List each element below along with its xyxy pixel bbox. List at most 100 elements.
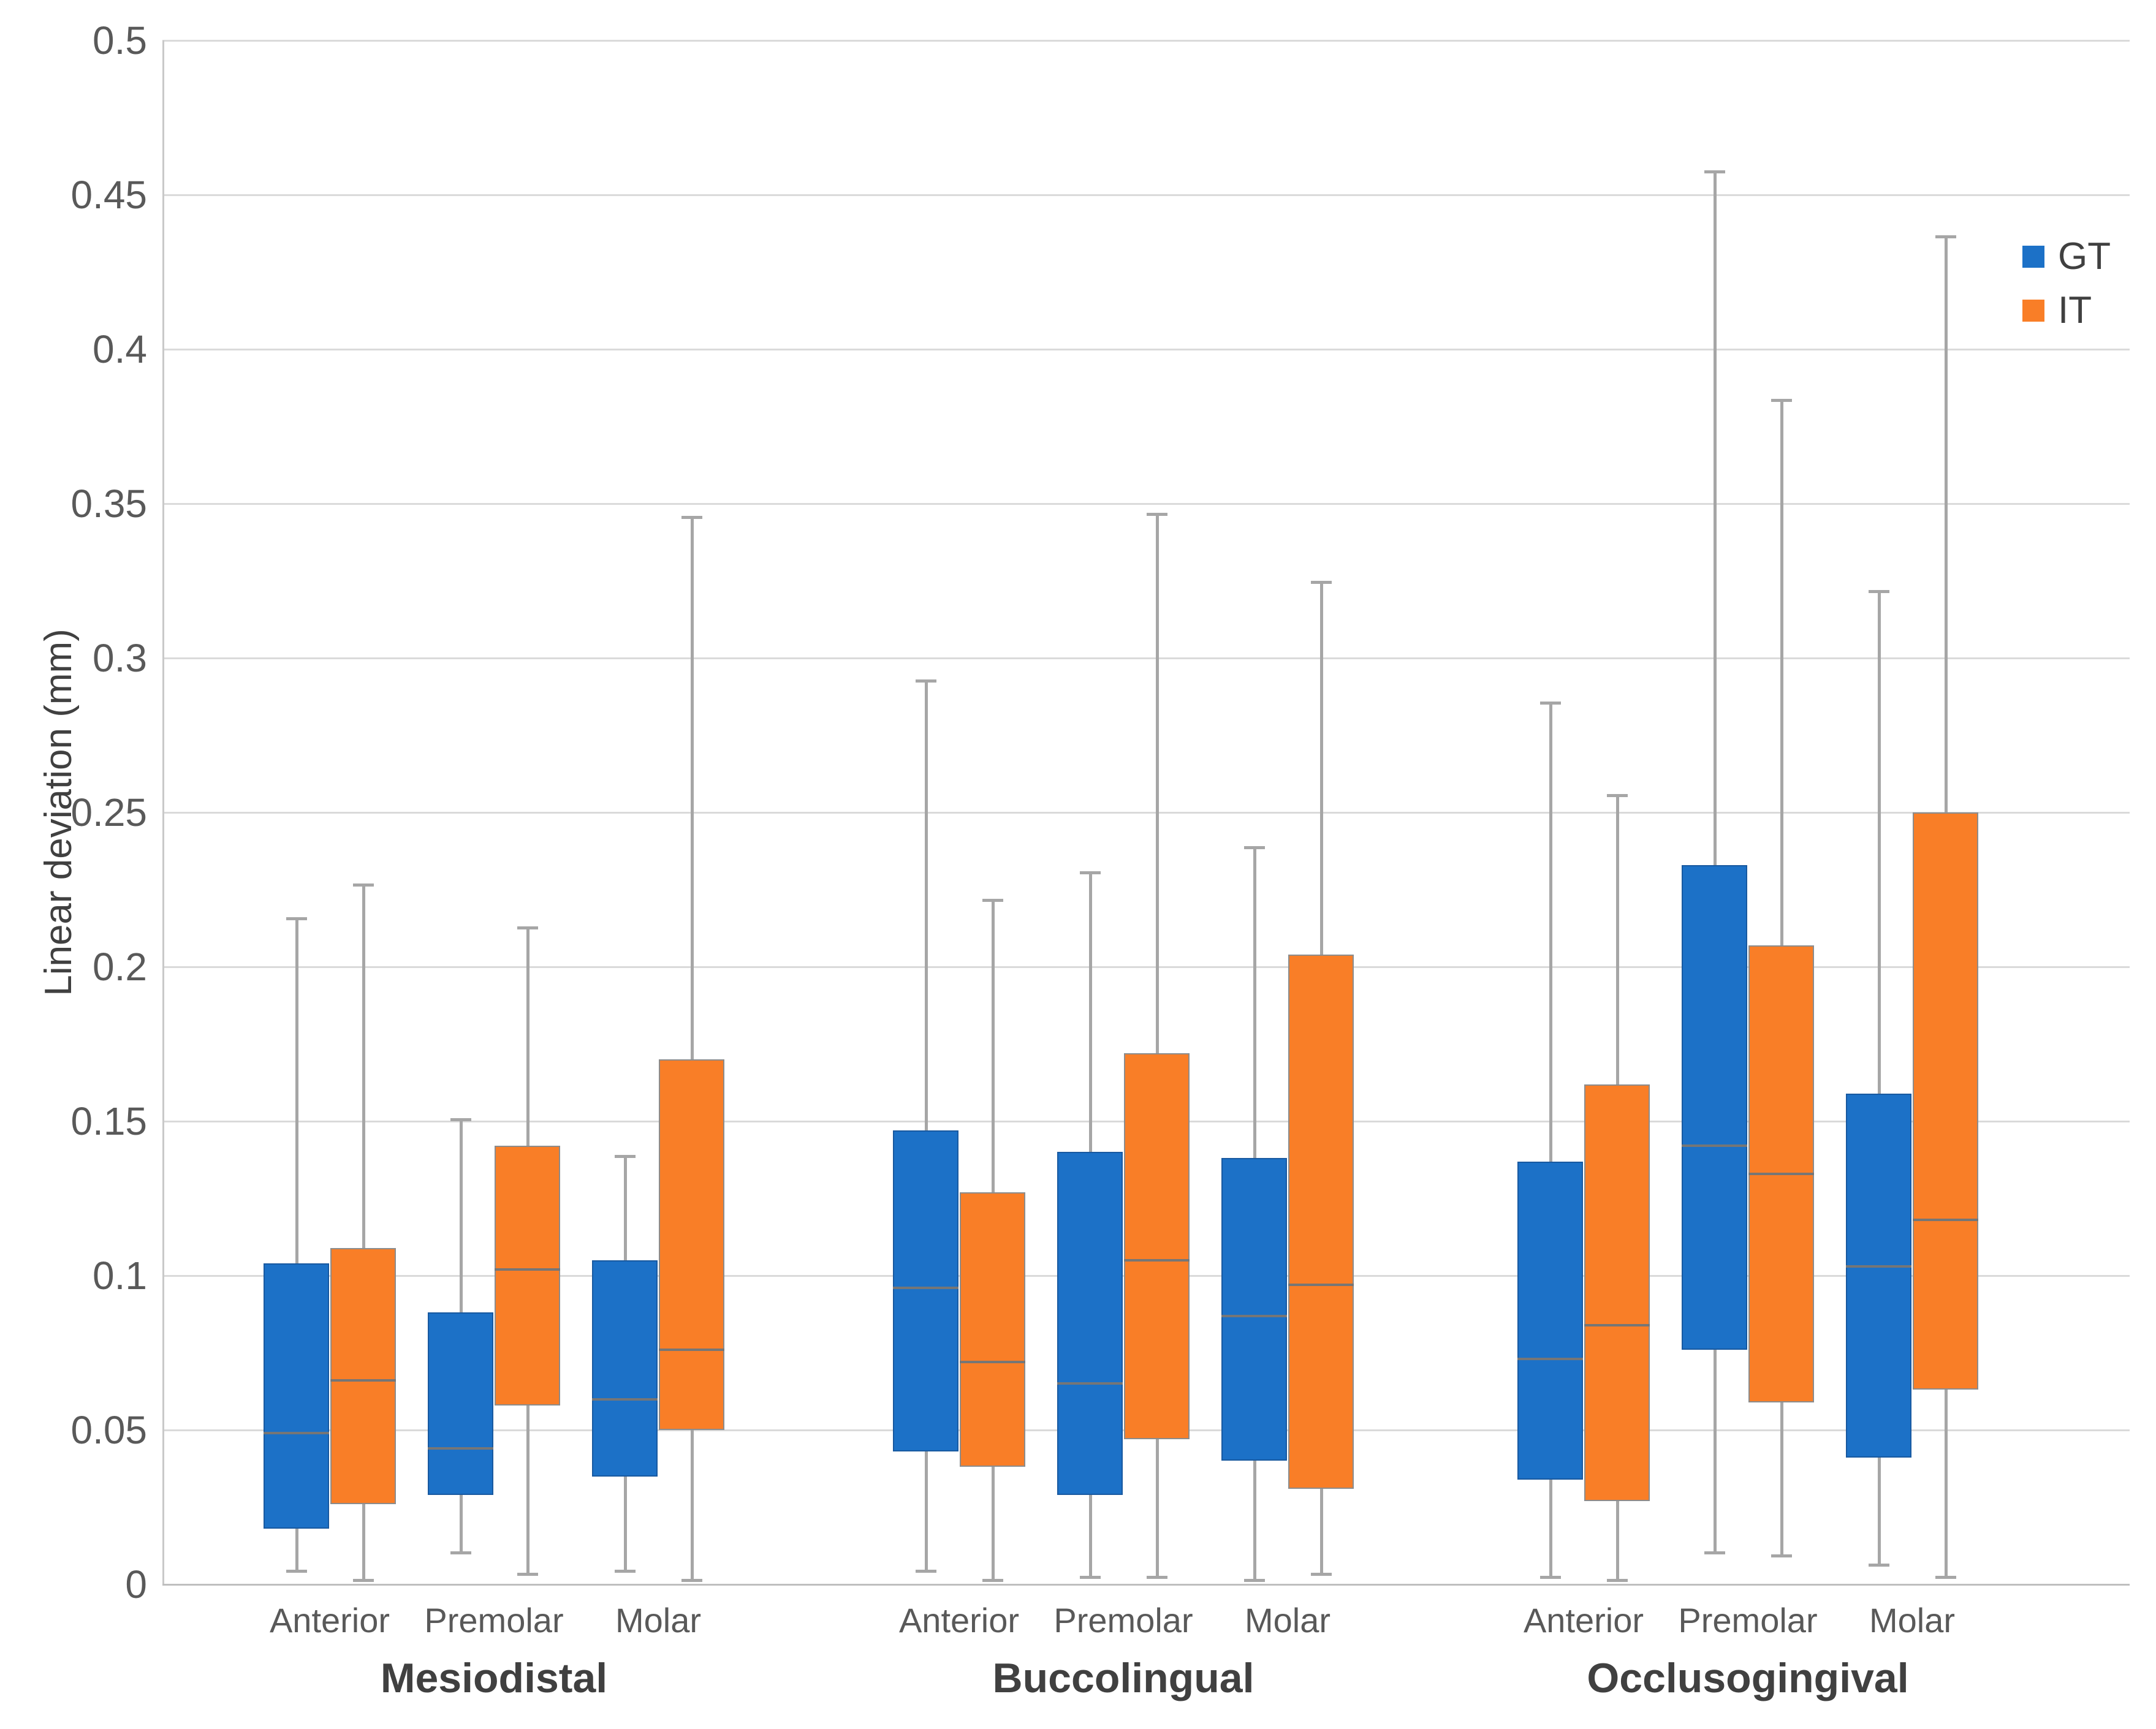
whisker-gt-buccolingual-anterior <box>924 679 928 1572</box>
box-gt-mesiodistal-molar <box>592 1260 658 1477</box>
whisker-cap-bottom-gt-occlusogingival-premolar <box>1704 1551 1725 1554</box>
gridline-0.3 <box>162 657 2130 659</box>
whisker-cap-bottom-gt-occlusogingival-molar <box>1868 1563 1889 1567</box>
whisker-cap-top-gt-occlusogingival-premolar <box>1704 170 1725 173</box>
y-tick-label-0.15: 0.15 <box>70 1099 147 1143</box>
whisker-cap-top-gt-occlusogingival-molar <box>1868 590 1889 594</box>
legend-swatch-it-icon <box>2022 300 2044 322</box>
whisker-cap-top-it-occlusogingival-anterior <box>1606 793 1628 797</box>
median-it-buccolingual-molar <box>1288 1284 1354 1287</box>
box-it-occlusogingival-molar <box>1913 812 1978 1390</box>
whisker-cap-bottom-gt-buccolingual-anterior <box>915 1569 936 1573</box>
whisker-cap-bottom-it-occlusogingival-premolar <box>1771 1554 1792 1557</box>
legend-label-gt: GT <box>2058 235 2111 278</box>
y-tick-label-0.45: 0.45 <box>70 173 147 217</box>
box-gt-buccolingual-molar <box>1221 1158 1287 1461</box>
box-it-occlusogingival-anterior <box>1584 1084 1650 1501</box>
whisker-cap-bottom-it-mesiodistal-premolar <box>517 1572 538 1576</box>
x-category-label-buccolingual-premolar: Premolar <box>1053 1601 1193 1640</box>
box-gt-occlusogingival-anterior <box>1517 1161 1583 1480</box>
median-gt-mesiodistal-premolar <box>428 1447 493 1450</box>
whisker-cap-top-gt-mesiodistal-molar <box>614 1155 636 1159</box>
whisker-cap-top-gt-mesiodistal-premolar <box>450 1118 471 1121</box>
y-tick-label-0.35: 0.35 <box>70 482 147 526</box>
whisker-cap-bottom-gt-mesiodistal-premolar <box>450 1551 471 1554</box>
box-it-mesiodistal-anterior <box>330 1247 396 1504</box>
x-category-label-buccolingual-molar: Molar <box>1244 1601 1331 1640</box>
gridline-0.35 <box>162 503 2130 505</box>
whisker-cap-top-gt-occlusogingival-anterior <box>1539 701 1561 705</box>
x-category-label-mesiodistal-premolar: Premolar <box>424 1601 564 1640</box>
whisker-cap-bottom-gt-buccolingual-molar <box>1243 1578 1265 1582</box>
whisker-cap-bottom-it-buccolingual-molar <box>1310 1572 1332 1576</box>
median-gt-buccolingual-premolar <box>1057 1382 1123 1385</box>
legend-item-gt: GT <box>2022 238 2111 276</box>
box-gt-mesiodistal-premolar <box>428 1312 493 1495</box>
legend-label-it: IT <box>2058 289 2092 331</box>
y-tick-label-0: 0 <box>125 1562 147 1606</box>
y-tick-label-0.3: 0.3 <box>93 636 147 680</box>
whisker-cap-top-it-occlusogingival-premolar <box>1771 398 1792 402</box>
y-tick-label-0.2: 0.2 <box>93 945 147 989</box>
gridline-0.2 <box>162 966 2130 968</box>
median-it-occlusogingival-premolar <box>1748 1172 1814 1175</box>
whisker-cap-bottom-gt-mesiodistal-anterior <box>286 1569 307 1573</box>
whisker-cap-top-it-mesiodistal-molar <box>681 516 702 520</box>
x-group-label-mesiodistal: Mesiodistal <box>380 1655 608 1701</box>
median-gt-occlusogingival-premolar <box>1682 1144 1747 1148</box>
whisker-cap-bottom-gt-mesiodistal-molar <box>614 1569 636 1573</box>
whisker-cap-bottom-it-occlusogingival-anterior <box>1606 1578 1628 1582</box>
whisker-cap-bottom-gt-occlusogingival-anterior <box>1539 1575 1561 1579</box>
median-it-mesiodistal-premolar <box>495 1268 560 1271</box>
whisker-cap-bottom-it-buccolingual-anterior <box>982 1578 1003 1582</box>
whisker-gt-occlusogingival-anterior <box>1549 701 1552 1578</box>
median-gt-occlusogingival-molar <box>1846 1265 1911 1268</box>
y-axis-line <box>162 40 164 1584</box>
gridline-0.5 <box>162 40 2130 42</box>
whisker-cap-bottom-it-buccolingual-premolar <box>1146 1575 1167 1579</box>
whisker-cap-top-it-buccolingual-anterior <box>982 899 1003 902</box>
gridline-0.4 <box>162 349 2130 350</box>
whisker-cap-bottom-it-mesiodistal-anterior <box>352 1578 374 1582</box>
box-it-mesiodistal-premolar <box>495 1146 560 1406</box>
whisker-cap-bottom-it-occlusogingival-molar <box>1935 1575 1956 1579</box>
whisker-it-buccolingual-premolar <box>1155 513 1159 1578</box>
gridline-0.45 <box>162 194 2130 196</box>
x-group-label-occlusogingival: Occlusogingival <box>1587 1655 1909 1701</box>
whisker-cap-top-it-buccolingual-premolar <box>1146 513 1167 516</box>
median-gt-mesiodistal-anterior <box>264 1432 329 1435</box>
median-it-buccolingual-anterior <box>960 1361 1025 1364</box>
median-it-mesiodistal-molar <box>659 1348 724 1351</box>
whisker-it-mesiodistal-molar <box>690 516 694 1581</box>
box-gt-occlusogingival-premolar <box>1682 864 1747 1350</box>
whisker-cap-top-it-occlusogingival-molar <box>1935 235 1956 238</box>
median-it-buccolingual-premolar <box>1124 1258 1190 1262</box>
legend-item-it: IT <box>2022 292 2111 330</box>
whisker-cap-top-gt-buccolingual-anterior <box>915 679 936 683</box>
whisker-cap-top-gt-buccolingual-molar <box>1243 846 1265 850</box>
x-category-label-occlusogingival-premolar: Premolar <box>1678 1601 1818 1640</box>
median-gt-buccolingual-anterior <box>893 1287 958 1290</box>
x-group-label-buccolingual: Buccolingual <box>992 1655 1255 1701</box>
x-category-label-mesiodistal-anterior: Anterior <box>269 1601 390 1640</box>
whisker-cap-top-it-mesiodistal-premolar <box>517 926 538 930</box>
box-it-buccolingual-premolar <box>1124 1053 1190 1440</box>
x-category-label-buccolingual-anterior: Anterior <box>898 1601 1020 1640</box>
whisker-it-mesiodistal-anterior <box>362 883 365 1581</box>
whisker-gt-mesiodistal-anterior <box>295 917 298 1572</box>
whisker-cap-top-it-mesiodistal-anterior <box>352 883 374 887</box>
x-axis-line <box>162 1584 2130 1586</box>
box-gt-occlusogingival-molar <box>1846 1093 1911 1458</box>
y-tick-label-0.05: 0.05 <box>70 1408 147 1452</box>
y-tick-label-0.1: 0.1 <box>93 1254 147 1298</box>
box-gt-buccolingual-premolar <box>1057 1152 1123 1495</box>
whisker-cap-top-gt-mesiodistal-anterior <box>286 917 307 921</box>
median-gt-occlusogingival-anterior <box>1517 1358 1583 1361</box>
box-gt-buccolingual-anterior <box>893 1130 958 1452</box>
box-it-mesiodistal-molar <box>659 1059 724 1430</box>
box-gt-mesiodistal-anterior <box>264 1263 329 1529</box>
box-it-buccolingual-anterior <box>960 1192 1025 1467</box>
whisker-cap-bottom-it-mesiodistal-molar <box>681 1578 702 1582</box>
whisker-cap-top-it-buccolingual-molar <box>1310 581 1332 584</box>
whisker-cap-bottom-gt-buccolingual-premolar <box>1079 1575 1101 1579</box>
